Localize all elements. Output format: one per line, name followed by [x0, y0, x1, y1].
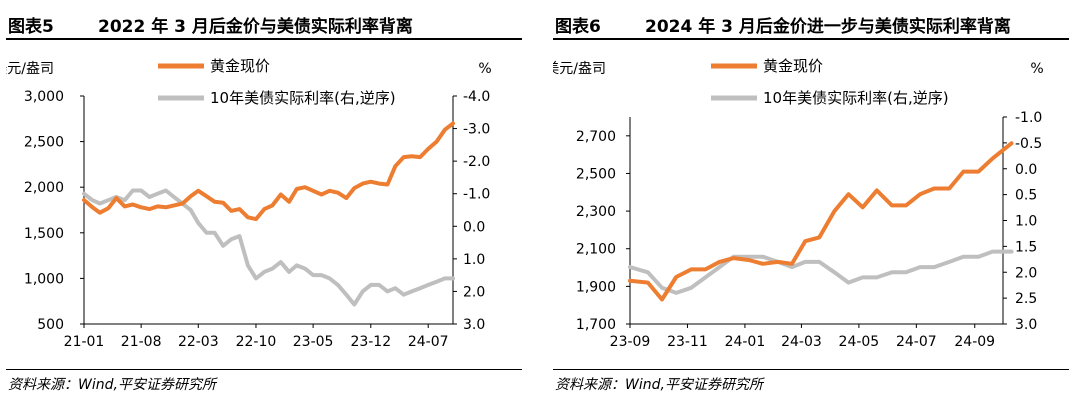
right-tick-label: 3.0	[463, 317, 485, 333]
right-tick-label: 1.0	[463, 252, 485, 268]
left-tick-label: 2,700	[576, 129, 616, 145]
figure-title: 2024 年 3 月后金价进一步与美债实际利率背离	[645, 17, 1011, 37]
left-tick-label: 2,100	[576, 242, 616, 258]
x-tick-label: 24-05	[839, 334, 880, 350]
left-tick-label: 2,000	[24, 180, 64, 196]
left-tick-label: 2,500	[576, 166, 616, 182]
x-tick-label: 24-03	[781, 334, 822, 350]
left-tick-label: 1,700	[576, 317, 616, 333]
figure-title: 2022 年 3 月后金价与美债实际利率背离	[98, 17, 413, 37]
source-rule	[6, 369, 522, 370]
title-rule	[6, 38, 522, 40]
series-line-yield	[82, 188, 455, 307]
right-tick-label: 0.0	[463, 219, 485, 235]
figure-number: 图表5	[8, 17, 54, 37]
right-tick-label: 3.0	[1015, 317, 1037, 333]
right-tick-label: 0.5	[1015, 188, 1037, 204]
source-note: 资料来源：Wind,平安证券研究所	[8, 377, 216, 393]
x-tick-label: 23-09	[610, 334, 651, 350]
x-tick-label: 21-01	[64, 334, 105, 350]
right-tick-label: 0.0	[1015, 162, 1037, 178]
left-tick-label: 2,300	[576, 204, 616, 220]
source-rule	[553, 369, 1069, 370]
x-tick-label: 22-03	[178, 334, 219, 350]
x-tick-label: 24-07	[896, 334, 937, 350]
x-tick-label: 24-09	[954, 334, 995, 350]
figure-number: 图表6	[555, 17, 601, 37]
x-tick-label: 24-07	[408, 334, 449, 350]
right-tick-label: -1.0	[1015, 110, 1042, 126]
left-tick-label: 500	[37, 317, 64, 333]
right-tick-label: 2.5	[1015, 291, 1037, 307]
legend-label: 黄金现价	[210, 57, 270, 75]
left-unit-label: 美元/盎司	[6, 61, 54, 77]
legend-label: 10年美债实际利率(右,逆序)	[763, 89, 949, 107]
left-tick-label: 1,500	[24, 226, 64, 242]
right-tick-label: 1.5	[1015, 239, 1037, 255]
right-tick-label: -3.0	[463, 122, 490, 138]
right-tick-label: 1.0	[1015, 214, 1037, 230]
left-unit-label: 美元/盎司	[553, 61, 606, 77]
chart-panel-left: 图表5 2022 年 3 月后金价与美债实际利率背离 500 1,000 1,500…	[6, 0, 522, 406]
panel-title: 图表6 2024 年 3 月后金价进一步与美债实际利率背离	[553, 7, 1069, 37]
right-unit-label: %	[1030, 61, 1043, 77]
legend-label: 10年美债实际利率(右,逆序)	[210, 89, 396, 107]
series-line-gold	[82, 121, 455, 222]
x-tick-label: 23-11	[667, 334, 708, 350]
right-tick-label: 2.0	[463, 284, 485, 300]
line-chart: 500 1,000 1,500 2,000 2,500 3,000 -4.0 -3.0 -2.0…	[6, 57, 492, 350]
right-tick-label: -4.0	[463, 89, 490, 105]
x-tick-label: 23-12	[350, 334, 391, 350]
source-note: 资料来源：Wind,平安证券研究所	[555, 377, 763, 393]
title-rule	[553, 38, 1069, 40]
right-unit-label: %	[478, 61, 491, 77]
right-tick-label: -0.5	[1015, 136, 1042, 152]
x-tick-label: 23-05	[293, 334, 334, 350]
left-tick-label: 3,000	[24, 89, 64, 105]
left-tick-label: 1,900	[576, 279, 616, 295]
right-tick-label: 2.0	[1015, 265, 1037, 281]
x-tick-label: 24-01	[725, 334, 766, 350]
legend-label: 黄金现价	[763, 57, 823, 75]
series-line-yield	[628, 249, 1014, 295]
x-tick-label: 22-10	[236, 334, 277, 350]
series-line-gold	[628, 141, 1014, 302]
line-chart: 1,700 1,900 2,100 2,300 2,500 2,700 -1.0 -0.5 0.…	[553, 57, 1044, 350]
x-tick-label: 21-08	[121, 334, 162, 350]
right-tick-label: -1.0	[463, 187, 490, 203]
chart-panel-right: 图表6 2024 年 3 月后金价进一步与美债实际利率背离 1,700 1,900…	[553, 0, 1069, 406]
left-tick-label: 1,000	[24, 271, 64, 287]
right-tick-label: -2.0	[463, 154, 490, 170]
panel-title: 图表5 2022 年 3 月后金价与美债实际利率背离	[6, 7, 522, 37]
left-tick-label: 2,500	[24, 135, 64, 151]
